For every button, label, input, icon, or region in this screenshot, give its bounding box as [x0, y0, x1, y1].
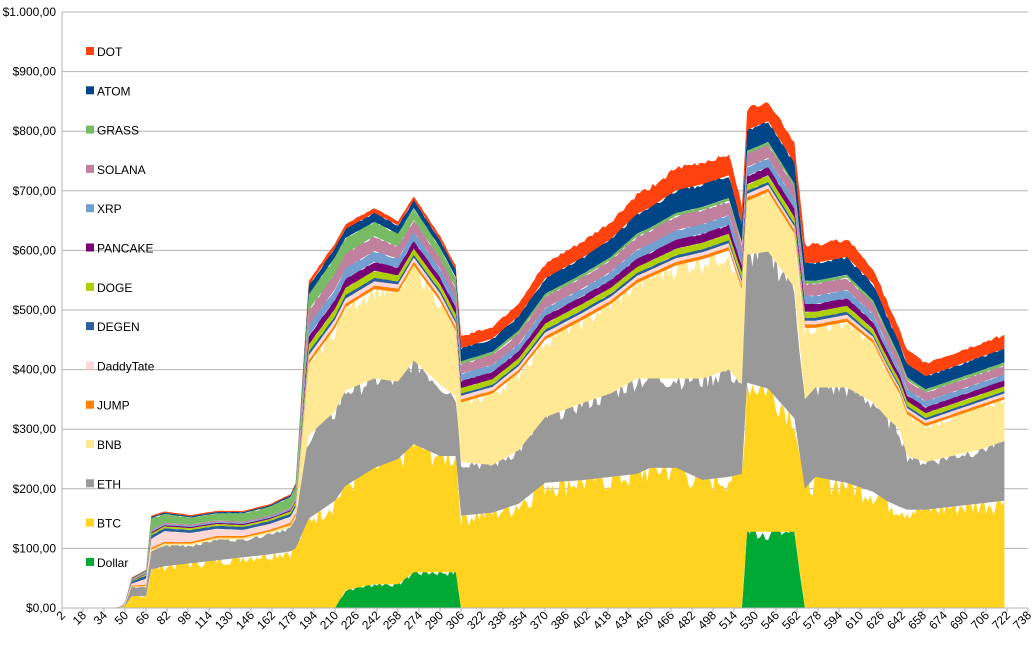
legend-label-eth: ETH [97, 477, 121, 491]
x-tick-label: 674 [926, 608, 950, 632]
legend-swatch-xrp [86, 204, 94, 213]
x-tick-label: 418 [590, 608, 614, 632]
legend-swatch-degen [86, 322, 94, 331]
x-tick-label: 290 [422, 608, 446, 632]
legend-swatch-eth [86, 479, 94, 488]
y-tick-label: $200,00 [13, 482, 57, 496]
legend: DOT ATOM GRASS SOLANA XRP PANCAKE DOGE DEGEN Dad… [86, 45, 155, 570]
legend-label-bnb: BNB [97, 438, 122, 452]
x-tick-label: 34 [91, 608, 111, 628]
x-tick-label: 498 [695, 608, 719, 632]
x-tick-label: 482 [674, 608, 698, 632]
legend-swatch-jump [86, 400, 94, 409]
y-tick-label: $700,00 [13, 184, 57, 198]
series-area-dollar [62, 523, 1005, 608]
legend-label-doge: DOGE [97, 281, 132, 295]
y-tick-label: $1.000,00 [3, 5, 57, 19]
x-tick-label: 530 [737, 608, 761, 632]
legend-swatch-atom [86, 86, 94, 95]
legend-swatch-doge [86, 282, 94, 291]
legend-swatch-btc [86, 518, 94, 527]
x-tick-label: 434 [611, 608, 635, 632]
x-tick-label: 146 [233, 608, 257, 632]
x-tick-label: 514 [716, 608, 740, 632]
series-area-bnb [62, 188, 1005, 608]
axes [61, 12, 1029, 612]
x-tick-label: 50 [112, 608, 132, 628]
legend-swatch-dollar [86, 557, 94, 566]
x-tick-label: 82 [154, 608, 174, 628]
legend-label-dot: DOT [97, 45, 123, 59]
x-tick-label: 210 [317, 608, 341, 632]
legend-label-xrp: XRP [97, 202, 122, 216]
x-tick-label: 178 [275, 608, 299, 632]
x-tick-label: 2 [53, 608, 68, 623]
legend-label-grass: GRASS [97, 124, 139, 138]
y-tick-label: $300,00 [13, 422, 57, 436]
x-tick-label: 242 [359, 608, 383, 632]
x-tick-label: 98 [175, 608, 195, 628]
x-tick-label: 194 [296, 608, 320, 632]
y-tick-label: $400,00 [13, 363, 57, 377]
legend-label-dollar: Dollar [97, 556, 128, 570]
x-tick-label: 274 [401, 608, 425, 632]
x-tick-label: 578 [800, 608, 824, 632]
x-tick-label: 466 [653, 608, 677, 632]
x-tick-label: 306 [443, 608, 467, 632]
series-area-btc [62, 384, 1005, 608]
x-tick-label: 130 [212, 608, 236, 632]
y-tick-label: $900,00 [13, 65, 57, 79]
x-tick-label: 562 [779, 608, 803, 632]
legend-label-pancake: PANCAKE [97, 242, 153, 256]
x-tick-label: 610 [842, 608, 866, 632]
x-tick-label: 658 [905, 608, 929, 632]
x-tick-label: 258 [380, 608, 404, 632]
legend-label-degen: DEGEN [97, 320, 140, 334]
y-tick-label: $800,00 [13, 124, 57, 138]
y-tick-label: $500,00 [13, 303, 57, 317]
x-tick-label: 450 [632, 608, 656, 632]
legend-label-atom: ATOM [97, 84, 131, 98]
x-tick-label: 370 [527, 608, 551, 632]
legend-swatch-dot [86, 47, 94, 55]
x-tick-label: 546 [758, 608, 782, 632]
x-tick-label: 18 [70, 608, 90, 628]
x-tick-label: 402 [569, 608, 593, 632]
x-tick-label: 738 [1010, 608, 1034, 632]
x-tick-label: 594 [821, 608, 845, 632]
legend-label-btc: BTC [97, 517, 121, 531]
legend-swatch-grass [86, 125, 94, 134]
legend-label-jump: JUMP [97, 399, 130, 413]
y-tick-label: $0,00 [26, 601, 56, 615]
x-tick-label: 626 [863, 608, 887, 632]
x-tick-label: 322 [464, 608, 488, 632]
legend-swatch-pancake [86, 243, 94, 252]
x-tick-label: 66 [133, 608, 153, 628]
y-tick-labels: $0,00 $100,00 $200,00 $300,00 $400,00 $500,00… [3, 5, 57, 615]
legend-swatch-bnb [86, 440, 94, 448]
legend-label-solana: SOLANA [97, 163, 146, 177]
x-tick-label: 722 [989, 608, 1013, 632]
y-tick-label: $100,00 [13, 541, 57, 555]
x-tick-label: 642 [884, 608, 908, 632]
data-areas [62, 102, 1005, 609]
x-tick-label: 162 [254, 608, 278, 632]
x-tick-label: 226 [338, 608, 362, 632]
series-area-eth [62, 236, 1005, 608]
x-tick-label: 114 [192, 608, 216, 632]
x-tick-label: 386 [548, 608, 572, 632]
x-tick-label: 354 [506, 608, 530, 632]
legend-label-daddytate: DaddyTate [97, 359, 155, 373]
x-tick-labels: 2 18 34 50 66 82 98114130146162178194210226242… [53, 608, 1034, 632]
legend-swatch-daddytate [86, 361, 94, 370]
x-tick-label: 690 [947, 608, 971, 632]
x-tick-label: 706 [968, 608, 992, 632]
y-tick-label: $600,00 [13, 243, 57, 257]
x-tick-label: 338 [485, 608, 509, 632]
legend-swatch-solana [86, 164, 94, 173]
